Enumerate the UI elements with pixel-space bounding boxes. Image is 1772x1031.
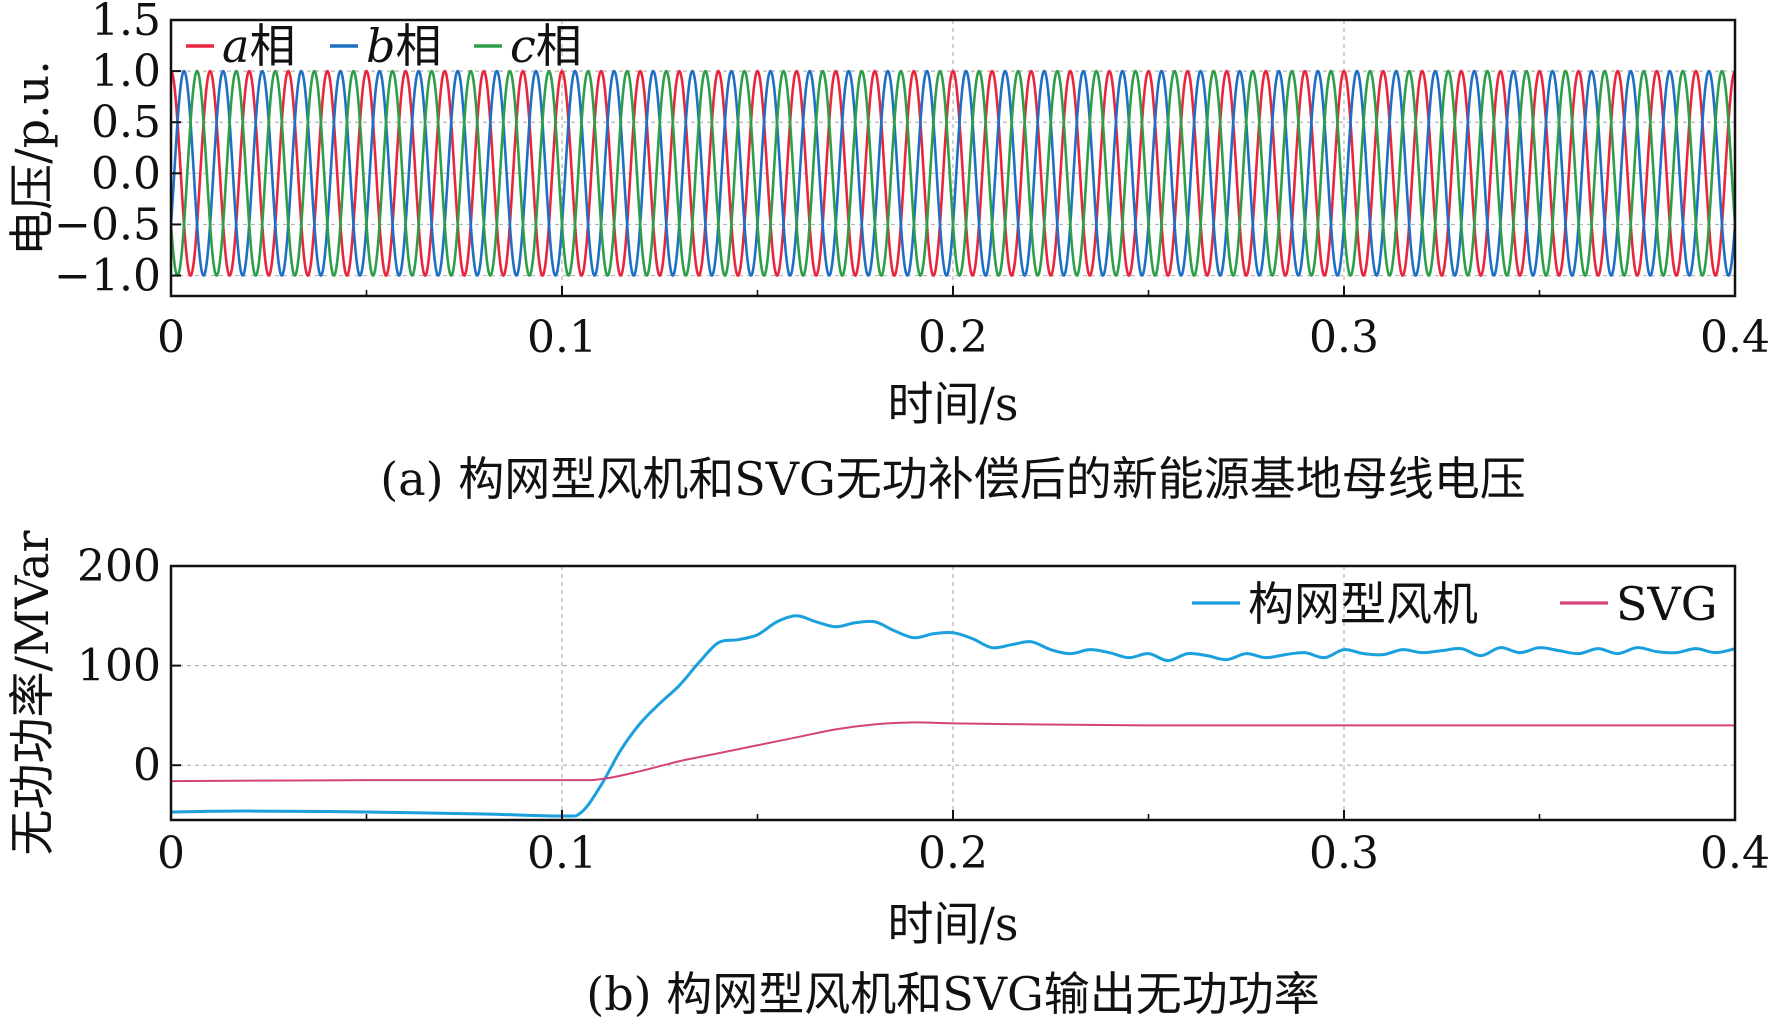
chart-a-ytick-label: 1.0 — [91, 46, 161, 97]
chart-b-ytick-label: 200 — [77, 541, 161, 592]
chart-a-xtick-label: 0.4 — [1700, 312, 1770, 363]
chart-a-legend-label: c相 — [510, 19, 582, 73]
chart-a-xtick-label: 0.1 — [527, 312, 597, 363]
chart-a-series-c — [171, 69, 1735, 277]
chart-b-legend-label: SVG — [1616, 577, 1717, 631]
chart-b-legend-label: 构网型风机 — [1248, 577, 1478, 631]
chart-b-xtick-label: 0.4 — [1700, 828, 1770, 879]
chart-a-caption: (a) 构网型风机和SVG无功补偿后的新能源基地母线电压 — [380, 452, 1525, 506]
chart-b-legend: 构网型风机 SVG — [1192, 577, 1717, 631]
chart-a-ytick-label: 0.0 — [91, 148, 161, 199]
chart-b-xtick-label: 0.3 — [1309, 828, 1379, 879]
chart-a-legend-label: a相 — [222, 19, 295, 73]
chart-b-frame — [169, 564, 1737, 822]
chart-b-series-wind — [171, 614, 1735, 818]
chart-b-ylabel: 无功功率/MVar — [5, 530, 59, 855]
chart-a-xlabel: 时间/s — [887, 377, 1018, 431]
chart-a-legend: a相 b相 c相 — [186, 19, 582, 73]
chart-a-xtick-label: 0 — [157, 312, 185, 363]
chart-b-xtick-label: 0.2 — [918, 828, 988, 879]
chart-b-ytick-label: 100 — [77, 641, 161, 692]
chart-a-ytick-label: −1.0 — [54, 251, 161, 302]
chart-a-ticks: 0 0.1 0.2 0.3 0.4 1.51.00.50.0−0.5−1.0 — [54, 0, 1770, 363]
chart-b-xtick-label: 0.1 — [527, 828, 597, 879]
chart-a-ytick-label: 0.5 — [91, 97, 161, 148]
chart-b-ytick-label: 0 — [133, 740, 161, 791]
chart-b: 0 0.1 0.2 0.3 0.4 200 100 0 构网型风机 SVG 时间/s 无功功率/… — [5, 530, 1770, 1021]
chart-a-ytick-label: −0.5 — [54, 199, 161, 250]
chart-a-xtick-label: 0.3 — [1309, 312, 1379, 363]
chart-a: 0 0.1 0.2 0.3 0.4 1.51.00.50.0−0.5−1.0 a相 b相 c相… — [5, 0, 1770, 506]
chart-b-caption: (b) 构网型风机和SVG输出无功功率 — [586, 967, 1319, 1021]
chart-b-grid — [171, 566, 1735, 820]
chart-b-ticks: 0 0.1 0.2 0.3 0.4 200 100 0 — [77, 541, 1770, 879]
chart-a-ytick-label: 1.5 — [91, 0, 161, 46]
chart-b-series-svg — [171, 721, 1735, 783]
chart-a-ylabel: 电压/p.u. — [5, 60, 59, 256]
chart-b-xlabel: 时间/s — [887, 897, 1018, 951]
chart-a-lines — [171, 69, 1735, 278]
chart-b-lines — [171, 614, 1735, 818]
chart-a-xtick-label: 0.2 — [918, 312, 988, 363]
chart-a-grid — [171, 20, 1735, 296]
chart-a-legend-label: b相 — [366, 19, 441, 73]
chart-b-xtick-label: 0 — [157, 828, 185, 879]
